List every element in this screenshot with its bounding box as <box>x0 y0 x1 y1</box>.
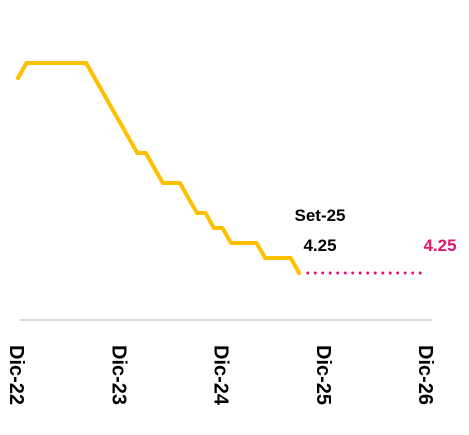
x-tick-label: Dic-26 <box>414 345 436 405</box>
x-tick-label: Dic-22 <box>5 345 27 405</box>
data-label: 4.25 <box>303 236 336 255</box>
annotation: Set-25 <box>294 206 345 225</box>
rate-line <box>16 61 302 275</box>
x-tick-label: Dic-25 <box>312 345 334 405</box>
x-tick-label: Dic-24 <box>210 345 232 406</box>
x-tick-label: Dic-23 <box>107 345 129 405</box>
data-label: 4.25 <box>423 236 456 255</box>
